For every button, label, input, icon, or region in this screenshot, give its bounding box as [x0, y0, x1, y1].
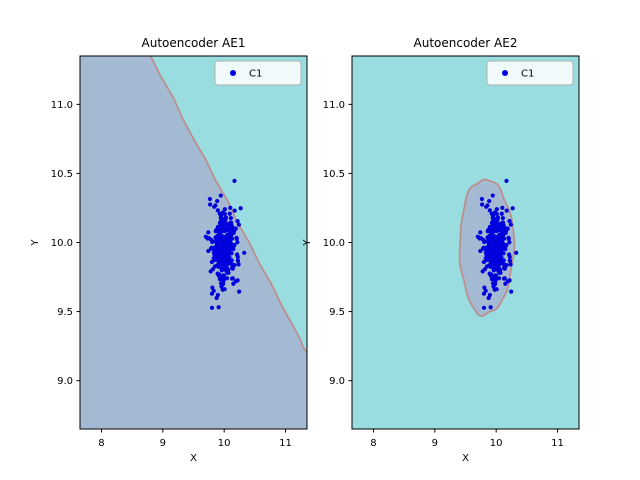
- y-tick-label: 9.0: [57, 376, 73, 387]
- scatter-points-c1: [475, 178, 519, 310]
- legend: C1: [214, 60, 302, 86]
- x-tick-label: 9: [432, 438, 438, 449]
- legend-marker-c1: [230, 70, 236, 76]
- x-tick-label: 10: [218, 438, 231, 449]
- subplot-2: 8 9 10 11 9.0 9.5 10.0 10.5 11.0 Autoencoder AE2 X…: [302, 36, 580, 464]
- x-tick-label: 8: [370, 438, 376, 449]
- legend: C1: [486, 60, 574, 86]
- legend-box: [486, 60, 574, 86]
- y-tick-label: 10.0: [323, 238, 345, 249]
- x-tick-label: 9: [160, 438, 166, 449]
- y-tick-label: 11.0: [323, 100, 345, 111]
- subplot-title: Autoencoder AE1: [142, 36, 246, 50]
- y-tick-label: 10.5: [323, 169, 345, 180]
- y-tick-label: 11.0: [51, 100, 73, 111]
- legend-box: [214, 60, 302, 86]
- x-tick-label: 11: [279, 438, 292, 449]
- legend-label-c1: C1: [521, 69, 534, 80]
- x-axis-label: X: [190, 453, 197, 464]
- y-tick-label: 9.5: [57, 307, 73, 318]
- y-tick-label: 10.0: [51, 238, 73, 249]
- plot-area: [80, 56, 307, 429]
- x-axis-label: X: [462, 453, 469, 464]
- x-tick-label: 8: [98, 438, 104, 449]
- legend-marker-c1: [502, 70, 508, 76]
- y-tick-label: 9.5: [329, 307, 345, 318]
- y-axis-label: Y: [30, 239, 41, 247]
- plot-area: [352, 56, 579, 429]
- y-tick-label: 9.0: [329, 376, 345, 387]
- subplot-title: Autoencoder AE2: [414, 36, 518, 50]
- x-tick-label: 10: [490, 438, 503, 449]
- x-tick-label: 11: [551, 438, 564, 449]
- scatter-points-c1: [203, 178, 247, 310]
- subplot-1: 8 9 10 11 9.0 9.5 10.0 10.5 11.0 Autoencoder AE1 X…: [30, 36, 308, 464]
- y-axis-label: Y: [302, 239, 313, 247]
- y-tick-label: 10.5: [51, 169, 73, 180]
- legend-label-c1: C1: [249, 69, 262, 80]
- decision-region-inside: [80, 56, 307, 429]
